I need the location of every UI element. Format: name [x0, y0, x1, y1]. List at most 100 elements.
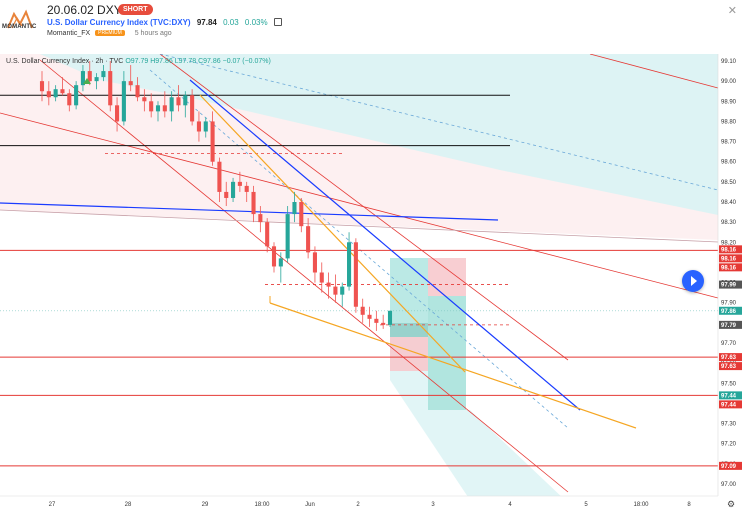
- candle-body: [149, 101, 154, 112]
- candle-body: [244, 185, 249, 192]
- close-icon[interactable]: ✕: [727, 5, 737, 17]
- orange-wedge-lower: [269, 302, 637, 429]
- price-label-badge: [719, 391, 742, 400]
- candle-body: [333, 286, 338, 295]
- time-axis-tick: 8: [687, 502, 691, 508]
- candle-body: [306, 226, 311, 253]
- candle-body: [128, 81, 133, 86]
- chart-legend: U.S. Dollar Currency Index · 2h · TVC O9…: [6, 58, 271, 65]
- candle-body: [155, 105, 161, 112]
- candle-body: [176, 97, 181, 106]
- price-label-text: 98.16: [721, 265, 737, 271]
- price-chart[interactable]: 99.10 99.00 98.90 98.80 98.70 98.60 98.50 98.40…: [0, 54, 743, 512]
- symbol-row: U.S. Dollar Currency Index (TVC:DXY) 97.…: [47, 18, 282, 27]
- candle-body: [387, 310, 393, 325]
- target-fill: [390, 258, 565, 500]
- short-stop-zone: [428, 258, 466, 296]
- candle-body: [224, 191, 229, 198]
- symbol-change: 0.03: [223, 18, 239, 27]
- price-axis-tick: 97.50: [721, 381, 737, 387]
- candle-body: [292, 202, 297, 215]
- candle-body: [265, 222, 270, 247]
- pink-zone-edge: [0, 209, 719, 243]
- price-axis-tick: 98.90: [721, 99, 737, 105]
- price-axis-tick: 98.30: [721, 220, 737, 226]
- blue-descending-line: [189, 79, 581, 411]
- candle-body: [258, 214, 263, 223]
- candle-body: [87, 71, 92, 82]
- symbol-link[interactable]: U.S. Dollar Currency Index (TVC:DXY): [47, 18, 191, 27]
- candle-body: [312, 252, 317, 273]
- idea-title: 20.06.02 DXY: [47, 3, 122, 17]
- candle-body: [101, 71, 106, 78]
- candle-body: [374, 318, 379, 323]
- time-axis-tick: Jun: [305, 502, 315, 508]
- candle-body: [67, 93, 72, 106]
- momantic-logo-icon: [7, 9, 33, 29]
- price-axis-tick: 99.00: [721, 79, 737, 85]
- price-axis-tick: 97.70: [721, 341, 737, 347]
- time-axis-tick: 18:00: [254, 502, 270, 508]
- price-label-badge: [719, 254, 742, 263]
- candle-body: [203, 121, 208, 132]
- candle-body: [217, 161, 222, 192]
- price-label-text: 98.16: [721, 256, 737, 262]
- candle-body: [80, 71, 85, 86]
- short-badge: SHORT: [118, 4, 153, 15]
- time-axis-tick: 4: [508, 502, 512, 508]
- price-axis-tick: 98.20: [721, 240, 737, 246]
- long-profit-zone: [390, 258, 428, 323]
- orange-wedge-upper: [199, 94, 466, 373]
- add-to-watchlist-icon[interactable]: [273, 18, 282, 26]
- candle-body: [169, 97, 174, 112]
- price-label-text: 97.44: [721, 402, 737, 408]
- long-red-trend-line: [0, 112, 719, 299]
- candle-body: [326, 282, 331, 287]
- price-axis-tick: 97.00: [721, 482, 737, 488]
- price-label-badge: [719, 306, 742, 315]
- candle-body: [319, 272, 324, 283]
- candle-body: [251, 191, 256, 215]
- logo-text: MOMANTIC: [2, 24, 37, 30]
- price-label-badge: [719, 362, 742, 371]
- time-axis-tick: 18:00: [633, 502, 649, 508]
- candle-body: [39, 81, 45, 92]
- price-label-text: 97.63: [721, 364, 737, 370]
- price-label-text: 97.09: [721, 464, 737, 470]
- time-axis-tick: 29: [202, 502, 209, 508]
- price-label-text: 97.63: [721, 355, 737, 361]
- price-label-badge: [719, 280, 742, 289]
- symbol-price: 97.84: [196, 18, 217, 27]
- gear-icon[interactable]: ⚙: [727, 499, 736, 509]
- entry-band: [390, 323, 428, 337]
- price-label-badge: [719, 263, 742, 272]
- top-right-red-line: [589, 54, 719, 89]
- candle-body: [299, 202, 304, 227]
- play-replay-button[interactable]: [682, 270, 704, 292]
- price-label-text: 98.16: [721, 247, 737, 253]
- time-axis-tick: 27: [49, 502, 56, 508]
- candle-body: [135, 85, 140, 98]
- price-label-badge: [719, 320, 742, 329]
- price-axis-tick: 98.50: [721, 180, 737, 186]
- candle-body: [60, 89, 65, 94]
- candle-body: [278, 258, 283, 267]
- candle-body: [381, 322, 386, 325]
- price-axis-tick: 99.10: [721, 59, 737, 65]
- price-axis-tick: 97.20: [721, 442, 737, 448]
- time-axis-tick: 3: [431, 502, 435, 508]
- blue-horizontal-trend-line: [0, 202, 499, 221]
- author-name[interactable]: Momantic_FX: [47, 30, 91, 37]
- price-label-text: 97.79: [721, 323, 737, 329]
- price-label-text: 97.44: [721, 393, 737, 399]
- candle-body: [142, 97, 147, 102]
- channel-fill: [40, 54, 718, 215]
- price-axis-tick: 98.80: [721, 119, 737, 125]
- candle-body: [46, 91, 51, 98]
- candle-body: [121, 81, 126, 122]
- candle-body: [115, 105, 120, 122]
- candle-body: [53, 89, 58, 98]
- price-label-text: 97.86: [721, 309, 737, 315]
- candle-body: [210, 121, 215, 162]
